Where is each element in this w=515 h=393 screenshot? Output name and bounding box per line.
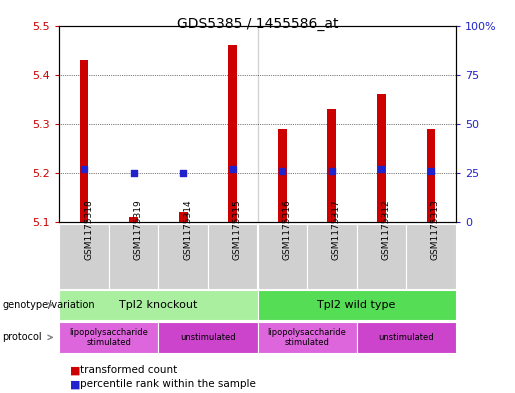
Text: protocol: protocol [3, 332, 42, 342]
Text: lipopolysaccharide
stimulated: lipopolysaccharide stimulated [70, 328, 148, 347]
Point [80, 166, 88, 172]
Text: ■: ■ [70, 365, 80, 375]
Text: GSM1175314: GSM1175314 [183, 199, 192, 259]
Bar [356, 322, 456, 353]
Text: GSM1175317: GSM1175317 [332, 199, 341, 259]
Point [377, 166, 386, 172]
Point [129, 170, 138, 176]
Point [328, 168, 336, 174]
Text: GSM1175312: GSM1175312 [382, 199, 390, 259]
Bar [159, 322, 258, 353]
Text: transformed count: transformed count [80, 365, 177, 375]
Bar [129, 217, 138, 222]
Text: unstimulated: unstimulated [379, 333, 434, 342]
Point [427, 168, 435, 174]
Text: percentile rank within the sample: percentile rank within the sample [80, 379, 256, 389]
Bar [59, 322, 159, 353]
Bar [258, 290, 456, 320]
Text: genotype/variation: genotype/variation [3, 300, 95, 310]
Text: unstimulated: unstimulated [180, 333, 236, 342]
Bar [228, 45, 237, 222]
Bar [109, 224, 159, 289]
Text: GDS5385 / 1455586_at: GDS5385 / 1455586_at [177, 17, 338, 31]
Text: GSM1175318: GSM1175318 [84, 199, 93, 259]
Text: lipopolysaccharide
stimulated: lipopolysaccharide stimulated [268, 328, 347, 347]
Bar [59, 224, 109, 289]
Bar [278, 129, 287, 222]
Text: Tpl2 wild type: Tpl2 wild type [317, 300, 396, 310]
Bar [208, 224, 258, 289]
Bar [307, 224, 356, 289]
Text: GSM1175315: GSM1175315 [233, 199, 242, 259]
Bar [328, 109, 336, 222]
Point [179, 170, 187, 176]
Text: Tpl2 knockout: Tpl2 knockout [119, 300, 198, 310]
Text: GSM1175316: GSM1175316 [282, 199, 291, 259]
Text: GSM1175313: GSM1175313 [431, 199, 440, 259]
Bar [426, 129, 436, 222]
Bar [59, 290, 258, 320]
Bar [258, 322, 356, 353]
Point [229, 166, 237, 172]
Text: GSM1175319: GSM1175319 [133, 199, 143, 259]
Bar [377, 94, 386, 222]
Text: ■: ■ [70, 379, 80, 389]
Bar [258, 224, 307, 289]
Bar [79, 60, 89, 222]
Bar [406, 224, 456, 289]
Bar [159, 224, 208, 289]
Bar [356, 224, 406, 289]
Bar [179, 212, 187, 222]
Point [278, 168, 286, 174]
